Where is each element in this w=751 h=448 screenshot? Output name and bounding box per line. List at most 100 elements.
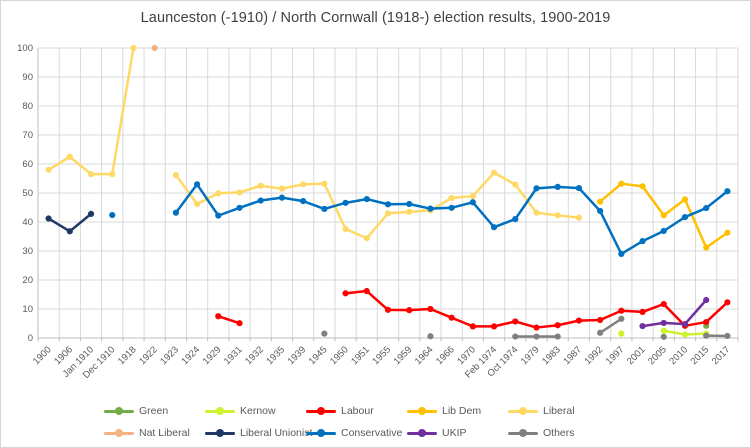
data-point [215,212,222,219]
data-point [703,296,710,304]
svg-text:1918: 1918 [116,344,139,367]
chart-title: Launceston (-1910) / North Cornwall (191… [140,10,611,26]
svg-text:70: 70 [22,130,33,141]
data-point [172,209,179,216]
data-point [554,183,561,191]
svg-text:1900: 1900 [31,344,54,367]
data-point [597,198,604,205]
data-point [130,44,137,52]
axes [37,48,739,342]
svg-text:1992: 1992 [583,344,606,367]
series-conservative [109,181,731,257]
legend-swatch-kernow [205,407,235,415]
data-point [66,153,73,160]
data-point [448,204,455,211]
svg-text:20: 20 [22,275,33,286]
legend-label: Nat Liberal [139,427,190,439]
data-point [554,322,561,329]
svg-text:1932: 1932 [243,344,266,367]
svg-text:1922: 1922 [137,344,160,367]
data-point [660,327,667,334]
svg-text:1923: 1923 [158,344,181,367]
data-point [236,189,243,196]
data-point [724,332,731,340]
data-point [406,208,413,215]
data-point [575,214,583,221]
legend-item-others: Others [508,422,609,444]
data-point [533,333,540,340]
data-point [597,316,604,324]
legend-swatch-lib-dem [407,407,437,415]
data-point [66,228,73,235]
data-point [490,224,498,231]
y-axis-labels: 0 10 20 30 40 50 60 70 80 90 100 [17,43,33,344]
svg-text:100: 100 [17,43,33,54]
svg-text:80: 80 [22,101,33,112]
gridlines [37,47,739,338]
svg-text:1929: 1929 [201,344,224,367]
data-point [87,171,95,178]
data-point [469,323,476,330]
svg-text:0: 0 [28,333,33,344]
data-point [681,331,689,338]
svg-text:2005: 2005 [646,344,669,367]
data-point [406,307,413,314]
data-point [533,324,540,331]
data-point [384,201,392,208]
legend-item-kernow: Kernow [205,400,306,422]
legend-label: Others [543,427,575,439]
data-point [321,330,328,337]
legend-swatch-others [508,429,538,437]
legend-item-lib-dem: Lib Dem [407,400,508,422]
svg-text:1950: 1950 [328,344,351,367]
legend-item-nat-liberal: Nat Liberal [104,422,205,444]
data-point [172,171,179,179]
data-point [321,205,328,213]
data-point [554,333,561,340]
svg-text:10: 10 [22,304,33,315]
legend-item-conservative: Conservative [306,422,407,444]
series-labour [215,287,731,331]
legend-label: Liberal Unionist [240,427,313,439]
data-point [681,196,689,203]
data-point [87,210,95,217]
data-point [236,320,243,327]
legend-label: Lib Dem [442,405,482,417]
data-point [512,216,519,223]
svg-text:1979: 1979 [519,344,542,367]
data-point [363,235,370,242]
data-point [639,238,646,245]
legend-item-ukip: UKIP [407,422,508,444]
legend-label: UKIP [442,427,467,439]
data-point [512,181,519,188]
data-point [257,182,264,189]
data-point [278,194,286,201]
data-point [660,319,667,327]
data-point [193,181,201,188]
data-point [533,209,540,216]
data-point [618,250,625,257]
svg-text:40: 40 [22,217,33,228]
data-point [575,317,583,324]
series-lib-dem [597,180,731,251]
legend-swatch-green [104,407,134,415]
legend-item-labour: Labour [306,400,407,422]
legend-label: Liberal [543,405,575,417]
data-point [490,169,498,176]
data-point [703,204,710,212]
data-point [660,300,667,308]
data-point [660,227,667,235]
legend-label: Kernow [240,405,276,417]
data-point [45,166,52,173]
svg-text:2010: 2010 [667,344,690,367]
svg-text:1955: 1955 [370,344,393,367]
data-point [533,185,540,192]
chart-legend: Green Kernow Labour Lib Dem Liberal Nat Liber… [104,400,609,444]
data-point [724,188,731,195]
legend-swatch-liberal [508,407,538,415]
data-point [469,199,476,206]
data-point [193,200,201,208]
data-point [342,199,349,206]
data-point [109,171,116,178]
